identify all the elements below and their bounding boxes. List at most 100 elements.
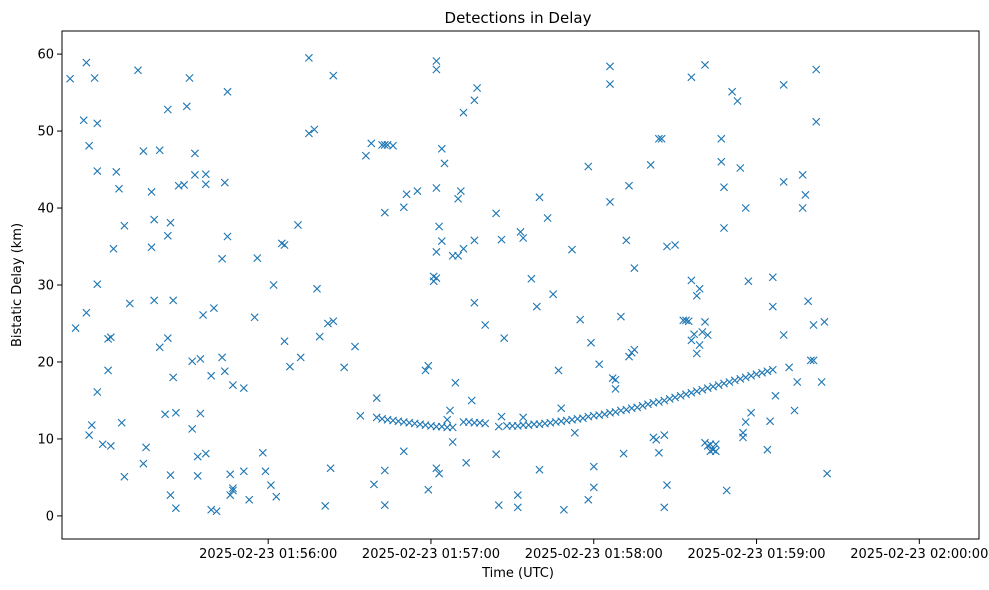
detection-point <box>454 251 463 260</box>
detection-point <box>671 241 680 249</box>
detection-point <box>646 160 655 169</box>
track-detection-point <box>725 378 734 386</box>
detection-point <box>771 391 780 400</box>
detection-point <box>250 313 259 322</box>
track-detection-point <box>747 371 756 380</box>
detection-point <box>150 296 159 305</box>
detection-point <box>201 449 210 458</box>
detection-point <box>741 418 750 426</box>
detection-point <box>462 458 471 467</box>
detection-point <box>139 459 148 468</box>
detection-point <box>399 447 408 456</box>
detection-point <box>809 321 818 329</box>
detection-point <box>226 470 235 479</box>
detection-point <box>519 413 528 422</box>
detection-point <box>481 321 490 329</box>
detection-point <box>532 302 541 311</box>
detection-point <box>125 299 134 308</box>
detection-point <box>779 177 788 186</box>
detection-point <box>554 366 563 375</box>
detection-point <box>142 443 151 452</box>
detection-point <box>304 129 313 138</box>
detection-point <box>147 243 156 252</box>
detection-point <box>616 312 625 321</box>
detection-point <box>687 276 696 285</box>
detection-point <box>589 462 598 471</box>
detection-point <box>106 333 115 342</box>
detection-point <box>720 183 728 192</box>
detection-point <box>356 411 365 420</box>
y-tick-label: 40 <box>37 202 54 217</box>
detection-point <box>703 331 712 339</box>
detection-point <box>817 378 826 386</box>
detection-point <box>736 164 745 172</box>
detection-point <box>804 297 813 306</box>
detection-point <box>190 149 199 158</box>
detection-point <box>87 421 96 430</box>
detection-point <box>768 273 777 282</box>
detection-point <box>218 254 227 263</box>
detection-point <box>747 408 756 417</box>
detection-point <box>432 247 441 256</box>
detection-point <box>380 140 389 149</box>
detection-point <box>820 317 829 326</box>
detection-point <box>424 361 433 370</box>
detection-point <box>245 495 254 504</box>
detection-point <box>367 139 376 148</box>
detection-point <box>440 159 449 168</box>
detection-point <box>117 418 126 427</box>
detection-point <box>543 214 552 222</box>
track-detection-point <box>709 382 718 391</box>
detection-point <box>421 366 430 375</box>
detection-point <box>432 464 441 473</box>
detection-point <box>695 284 704 293</box>
detection-point <box>611 384 620 393</box>
detection-point <box>115 184 123 193</box>
track-detection-point <box>481 419 490 428</box>
detection-point <box>226 491 235 500</box>
detection-point <box>801 190 810 199</box>
detection-point <box>654 134 663 143</box>
track-detection-point <box>682 390 690 399</box>
detection-point <box>90 74 99 82</box>
track-detection-point <box>638 401 647 410</box>
track-detection-point <box>752 370 761 379</box>
track-detection-point <box>622 405 631 414</box>
detection-point <box>785 363 794 372</box>
detection-point <box>209 304 218 313</box>
detection-point <box>104 366 113 375</box>
detection-point <box>516 227 525 236</box>
x-tick-label: 2025-02-23 01:57:00 <box>362 547 500 562</box>
detection-point <box>513 491 522 500</box>
x-tick-label: 2025-02-23 02:00:00 <box>850 547 988 562</box>
detection-point <box>171 408 180 417</box>
detection-point <box>196 354 205 363</box>
detection-point <box>625 352 633 361</box>
detection-point <box>169 296 178 305</box>
detection-point <box>790 406 799 415</box>
track-detection-point <box>698 385 707 394</box>
detection-point <box>432 274 441 283</box>
detection-point <box>212 507 221 516</box>
detection-point <box>744 277 753 286</box>
detection-point <box>456 187 465 196</box>
detection-point <box>220 178 229 187</box>
detection-point <box>326 464 335 473</box>
y-axis: 0 10 20 30 40 50 60 <box>37 48 62 524</box>
detection-point <box>432 184 441 192</box>
detection-point <box>166 471 175 480</box>
detection-point <box>372 394 381 403</box>
detection-point <box>239 384 248 393</box>
detection-point <box>701 317 709 326</box>
detection-point <box>470 96 479 105</box>
track-detection-point <box>578 414 587 423</box>
detection-point <box>467 396 476 405</box>
detection-point <box>424 485 433 494</box>
detection-point <box>492 209 501 218</box>
detection-point <box>313 284 321 293</box>
detection-point <box>266 481 275 490</box>
detection-point <box>399 203 408 212</box>
detection-point <box>711 440 720 449</box>
detection-point <box>228 486 237 495</box>
detection-point <box>809 356 818 365</box>
